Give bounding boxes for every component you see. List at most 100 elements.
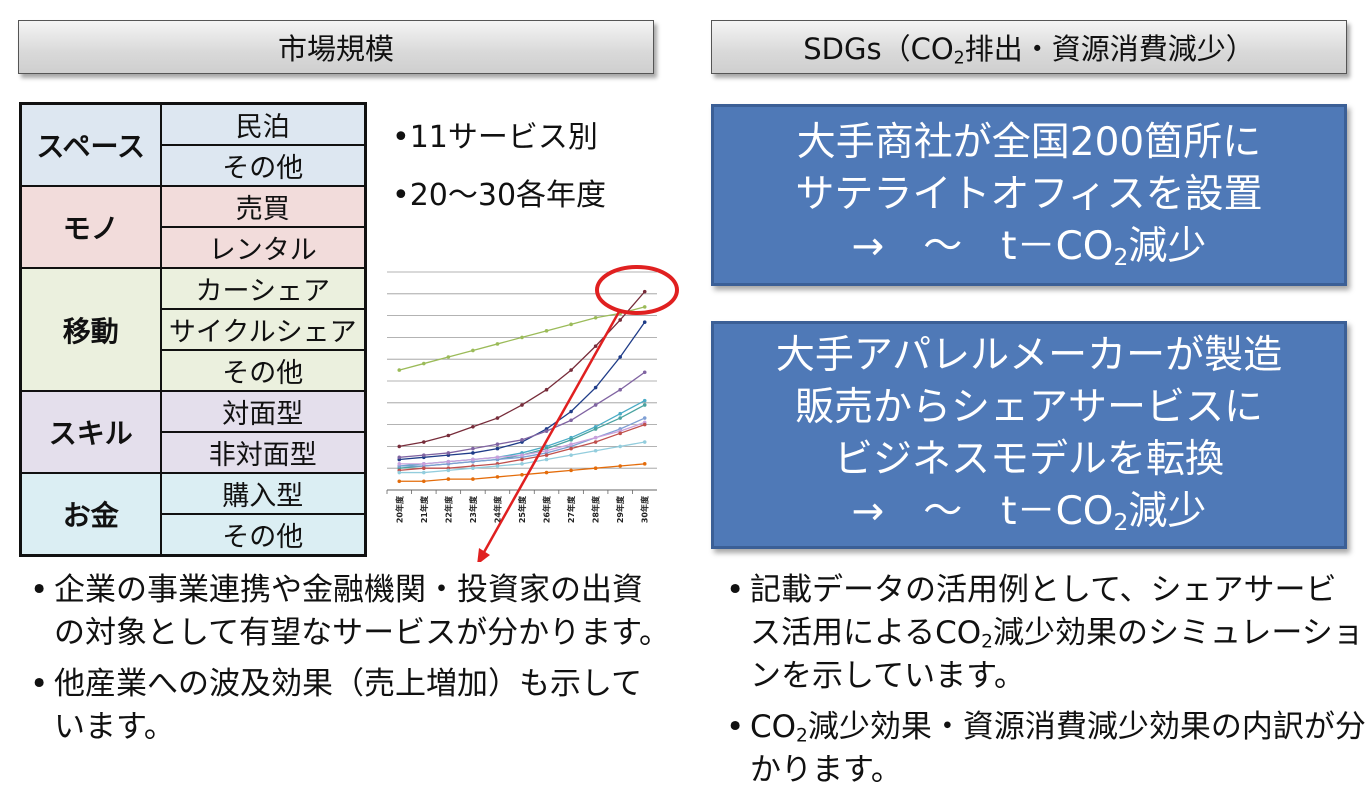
data-point <box>593 435 598 440</box>
arrow-head <box>477 548 490 562</box>
data-point <box>471 424 475 429</box>
service-category-table: スペース 民泊 その他 モノ 売買 レンタル 移動 カーシェア サイクルシェア その他 スキル 対面型… <box>19 102 367 557</box>
data-point <box>422 466 426 470</box>
data-point <box>618 464 622 468</box>
data-point <box>593 315 598 320</box>
service-item: カーシェア <box>159 267 367 310</box>
data-point <box>495 442 500 447</box>
category-row: スペース 民泊 <box>19 102 367 187</box>
x-tick-label: 22年度 <box>443 495 453 523</box>
data-point <box>618 416 622 420</box>
data-point <box>422 440 426 444</box>
category-row: 非対面型 <box>21 431 367 474</box>
category-row: その他 <box>21 513 367 557</box>
x-tick-label: 20年度 <box>394 495 404 523</box>
highlight-arrow <box>481 309 622 555</box>
service-item: その他 <box>159 513 367 557</box>
data-point <box>422 462 426 466</box>
data-point <box>495 446 500 451</box>
data-point <box>642 305 647 309</box>
data-point <box>569 438 573 442</box>
data-point <box>422 470 426 475</box>
data-point <box>471 446 475 451</box>
data-point <box>593 344 598 348</box>
data-point <box>569 442 573 447</box>
service-item: その他 <box>159 349 367 392</box>
data-point <box>618 444 622 449</box>
data-point <box>471 457 475 462</box>
x-tick-label: 28年度 <box>591 495 601 523</box>
data-point <box>642 422 647 427</box>
data-point <box>544 329 549 333</box>
series-line <box>399 371 646 458</box>
bullet-item: CO2減少効果・資源消費減少効果の内訳が分かります。 <box>726 706 1366 792</box>
data-point <box>471 466 475 470</box>
data-point <box>397 479 402 484</box>
market-size-title: 市場規模 <box>277 32 394 66</box>
data-point <box>446 477 451 481</box>
data-point <box>422 453 426 457</box>
data-point <box>642 416 647 420</box>
category-group: スキル <box>19 390 162 474</box>
category-row: スキル 対面型 <box>19 390 367 474</box>
data-point <box>520 403 524 407</box>
data-point <box>544 448 549 453</box>
data-point <box>544 457 549 462</box>
data-point <box>593 427 598 431</box>
data-point <box>569 368 573 372</box>
sdgs-title: SDGs（CO2排出・資源消費減少） <box>803 32 1255 69</box>
data-point <box>593 440 598 444</box>
sdgs-bullets: 記載データの活用例として、シェアサービス活用によるCO2減少効果のシミュレーショ… <box>726 569 1366 792</box>
data-point <box>618 355 622 359</box>
market-size-header: 市場規模 <box>18 20 654 74</box>
category-group: 移動 <box>19 267 162 392</box>
x-tick-label: 29年度 <box>615 495 625 523</box>
category-row: その他 <box>21 349 367 392</box>
service-item: 民泊 <box>159 102 367 146</box>
service-item: 対面型 <box>159 390 367 433</box>
data-point <box>642 320 647 324</box>
x-tick-label: 27年度 <box>566 495 576 523</box>
data-point <box>642 403 647 407</box>
category-row: お金 購入型 <box>19 472 367 557</box>
example-apparel-maker-box: 大手アパレルメーカーが製造 販売からシェアサービスに ビジネスモデルを転換 → ～ t… <box>711 321 1347 549</box>
example-trading-company-box: 大手商社が全国200箇所に サテライトオフィスを設置 → ～ t－CO2減少 <box>711 104 1347 286</box>
market-size-bullets: 企業の事業連携や金融機関・投資家の出資の対象として有望なサービスが分かります。他… <box>30 569 670 749</box>
data-point <box>471 477 475 481</box>
data-point <box>593 466 598 470</box>
bullet-item: 他産業への波及効果（売上増加）も示しています。 <box>30 663 670 749</box>
data-point <box>397 462 402 466</box>
category-row: レンタル <box>21 226 367 269</box>
data-point <box>544 470 549 475</box>
data-point <box>397 444 402 449</box>
data-point <box>471 348 475 353</box>
example-line: → ～ t－CO2減少 <box>851 489 1207 536</box>
example-line: ビジネスモデルを転換 <box>833 437 1224 482</box>
bullet-item: 記載データの活用例として、シェアサービス活用によるCO2減少効果のシミュレーショ… <box>726 569 1366 698</box>
data-point <box>520 457 524 462</box>
data-point <box>520 462 524 466</box>
data-point <box>397 455 402 460</box>
category-group: モノ <box>19 185 162 269</box>
data-point <box>544 453 549 457</box>
data-point <box>544 387 549 392</box>
x-tick-label: 24年度 <box>492 495 502 523</box>
data-point <box>520 335 524 340</box>
market-size-line-chart: 20年度 21年度 22年度 23年度 24年度 25年度 26年度 27年度 28年度 29年度… <box>386 265 679 562</box>
data-point <box>642 462 647 466</box>
data-point <box>446 433 451 438</box>
data-point <box>495 416 500 420</box>
note-years: •20～30各年度 <box>392 178 607 213</box>
bullet-item: 企業の事業連携や金融機関・投資家の出資の対象として有望なサービスが分かります。 <box>30 569 670 655</box>
example-line: → ～ t－CO2減少 <box>851 224 1207 271</box>
data-point <box>520 472 524 477</box>
data-point <box>642 440 647 444</box>
data-point <box>642 398 647 403</box>
highlight-ellipse <box>595 265 679 315</box>
data-point <box>520 453 524 457</box>
data-point <box>618 318 622 322</box>
data-point <box>618 411 622 416</box>
data-point <box>569 409 573 414</box>
category-group: お金 <box>19 472 162 557</box>
service-item: 非対面型 <box>159 431 367 474</box>
